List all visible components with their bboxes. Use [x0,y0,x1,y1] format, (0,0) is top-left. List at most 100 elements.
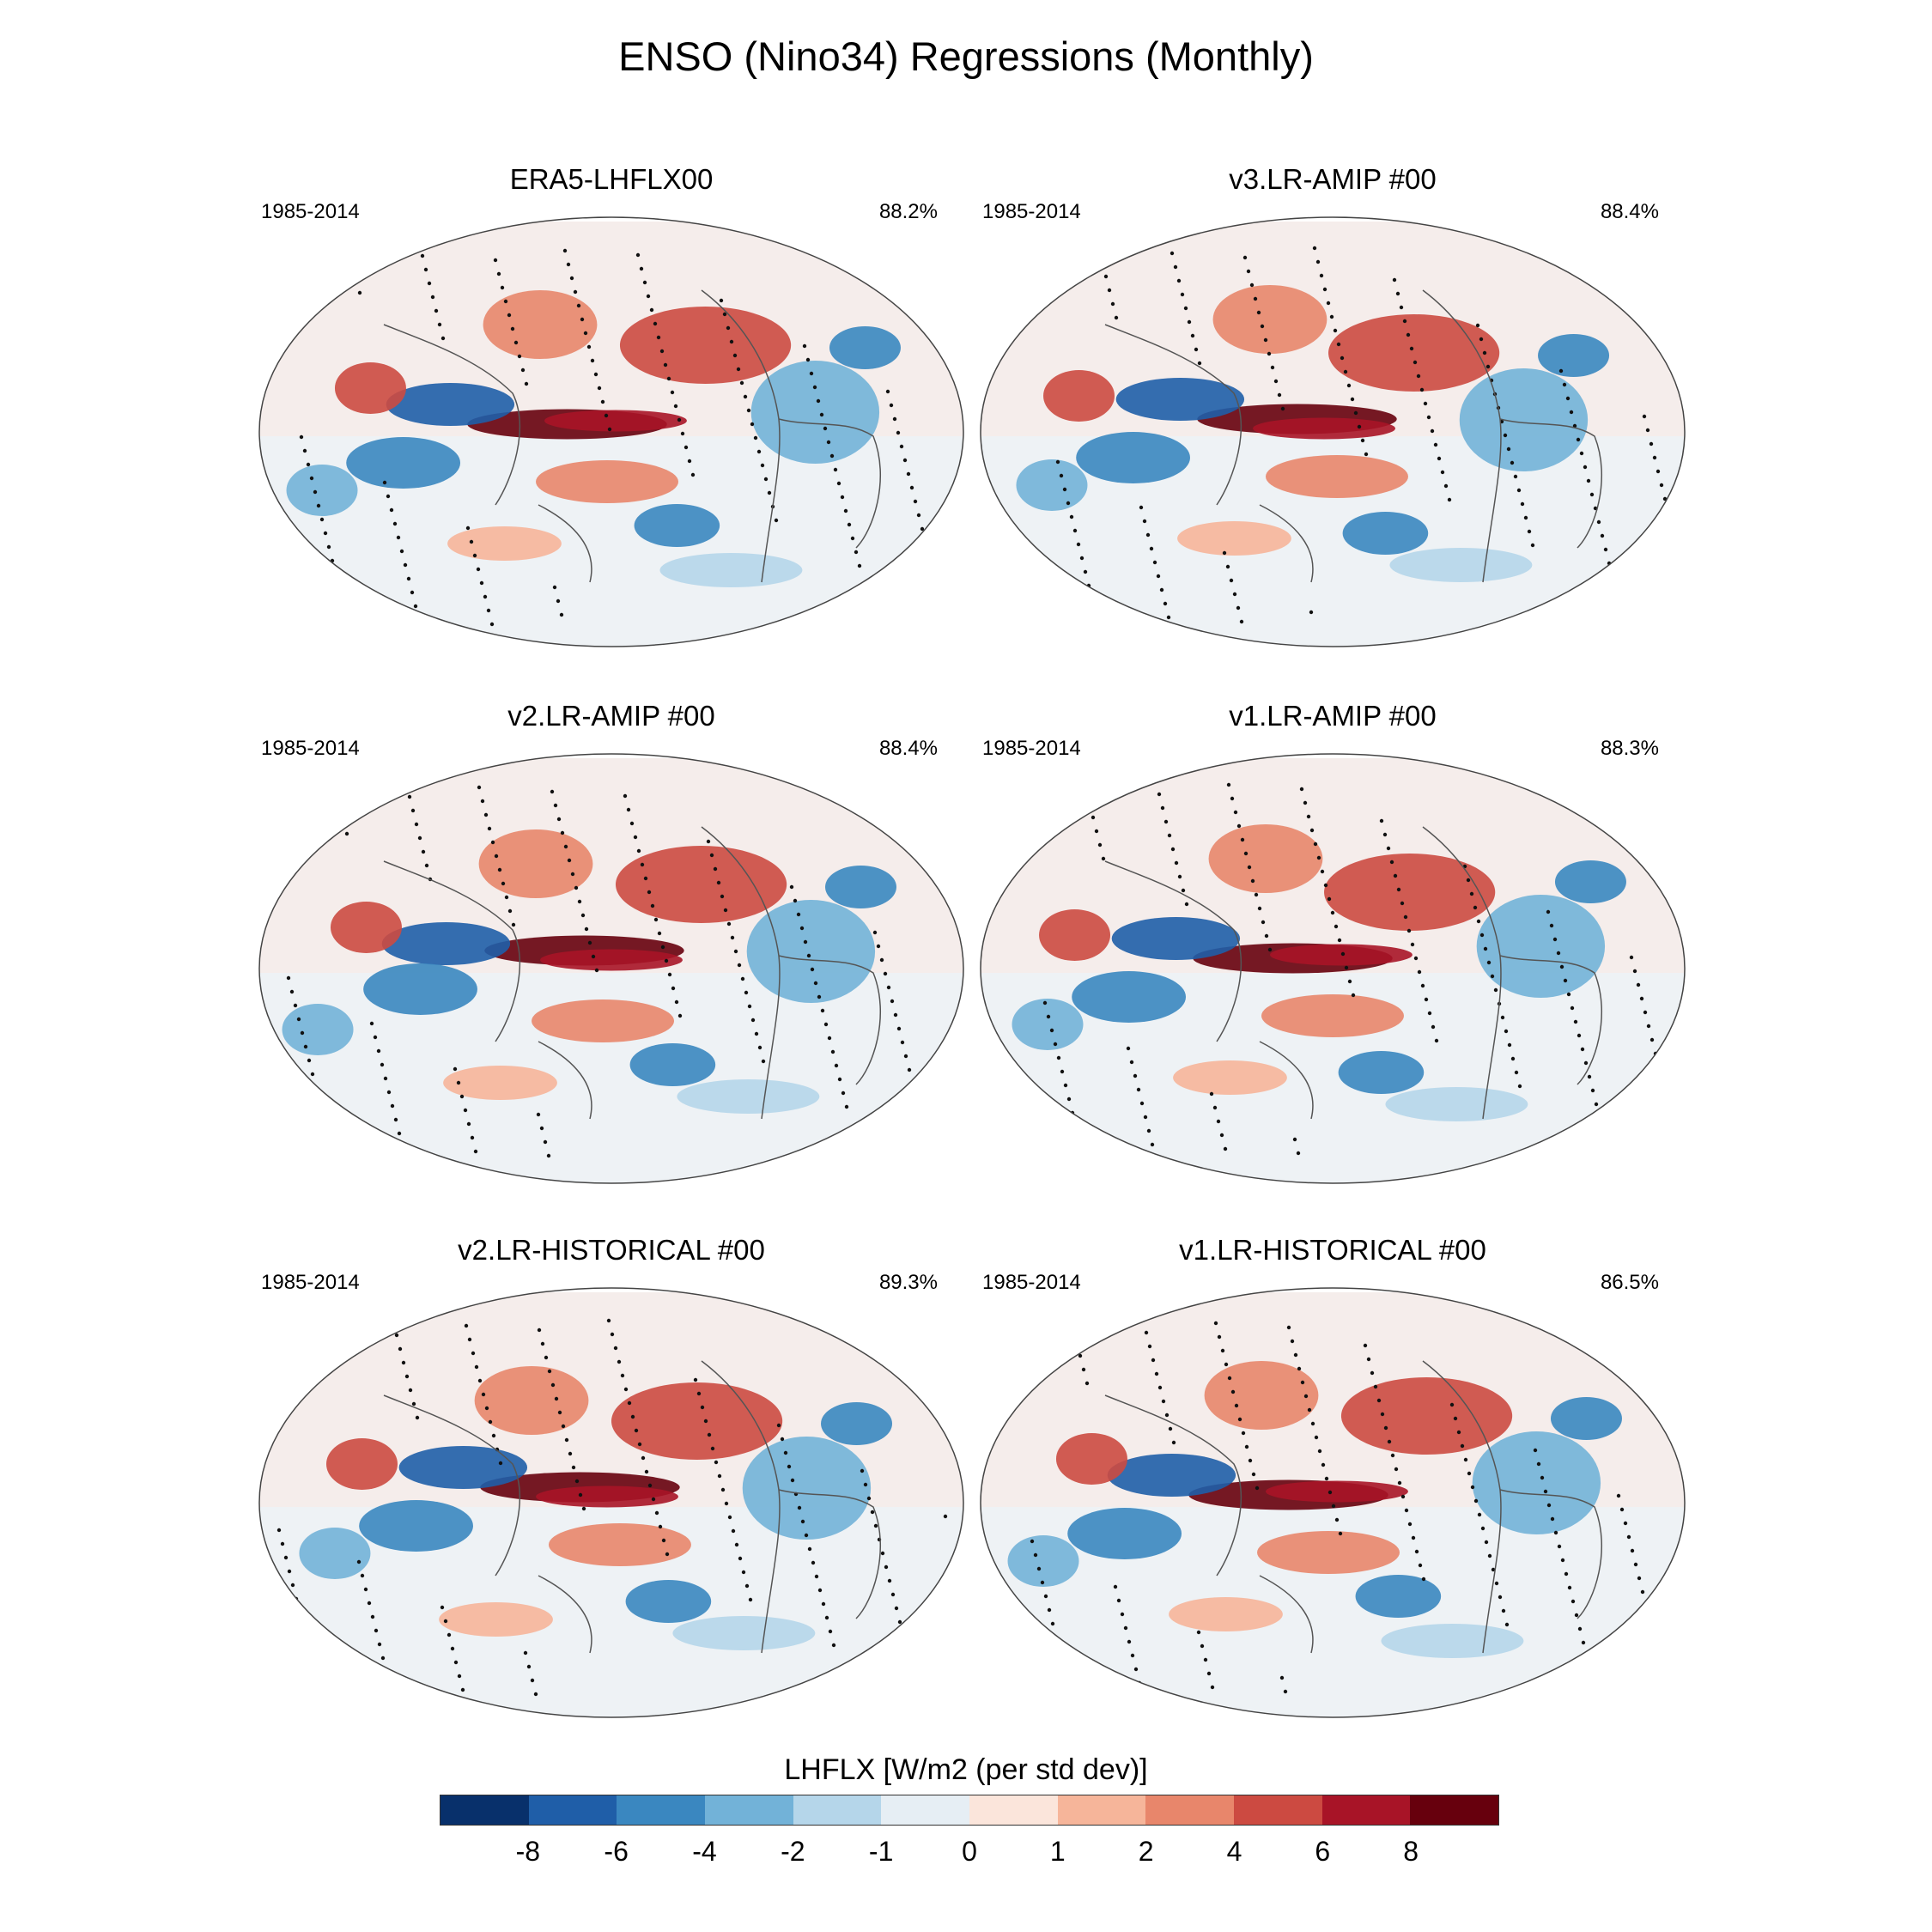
anomaly-region [1328,314,1500,392]
map-panel-v2-amip: v2.LR-AMIP #00 1985-2014 88.4% [255,700,968,1184]
anomaly-region [746,900,876,1003]
anomaly-region [1012,999,1084,1050]
anomaly-region [326,1438,398,1490]
colorbar-tick-label: -4 [692,1836,717,1867]
anomaly-region [1342,512,1429,555]
anomaly-region [474,1366,589,1435]
colorbar-box [969,1795,1058,1825]
map-panel-v3-amip: v3.LR-AMIP #00 1985-2014 88.4% [976,163,1689,647]
anomaly-region [1381,1624,1524,1658]
anomaly-region [1265,455,1408,498]
anomaly-region [299,1528,371,1579]
anomaly-region [381,922,511,965]
map-panel-era5: ERA5-LHFLX00 1985-2014 88.2% [255,163,968,647]
anomaly-region [443,1066,557,1100]
anomaly-region [1265,1480,1408,1503]
anomaly-region [1538,334,1610,377]
panel-percent: 88.4% [878,737,938,760]
anomaly-region [1173,1060,1287,1095]
anomaly-region [363,963,477,1015]
anomaly-region [1338,1051,1425,1094]
panel-title: v3.LR-AMIP #00 [1229,163,1437,195]
anomaly-region [1115,378,1245,421]
anomaly-region [346,437,461,489]
colorbar-tick-label: 8 [1403,1836,1419,1867]
anomaly-region [615,846,787,923]
colorbar-tick-label: -6 [604,1836,629,1867]
anomaly-region [1208,824,1323,893]
panel-percent: 88.3% [1600,737,1659,760]
panel-title: v2.LR-AMIP #00 [507,700,715,732]
map-panel-v2-historical: v2.LR-HISTORICAL #00 1985-2014 89.3% [255,1234,968,1718]
anomaly-region [1355,1575,1442,1618]
anomaly-region [742,1437,872,1540]
anomaly-region [1067,1508,1182,1559]
world-map [980,1287,1686,1718]
anomaly-region [1169,1597,1283,1631]
anomaly-region [286,465,358,516]
colorbar-box [528,1795,617,1825]
anomaly-region [1257,1531,1400,1574]
anomaly-region [611,1382,783,1460]
colorbar-box [793,1795,882,1825]
anomaly-region [544,410,687,432]
anomaly-region [483,290,598,359]
world-map [258,216,964,647]
anomaly-region [672,1616,816,1650]
colorbar-tick-label: -8 [515,1836,541,1867]
anomaly-region [1016,459,1088,511]
panel-percent: 88.2% [878,200,938,223]
world-map [258,753,964,1184]
anomaly-region [829,326,901,369]
anomaly-region [282,1004,354,1055]
colorbar-tick-label: 6 [1315,1836,1331,1867]
anomaly-region [1212,285,1327,354]
panel-period: 1985-2014 [982,200,1081,223]
colorbar [440,1795,1499,1826]
anomaly-region [1389,548,1533,582]
anomaly-region [1111,917,1241,960]
anomaly-region [398,1446,528,1489]
anomaly-region [1055,1433,1127,1485]
anomaly-region [619,307,792,384]
panel-period: 1985-2014 [261,200,360,223]
anomaly-region [1385,1087,1528,1121]
anomaly-region [548,1523,691,1566]
anomaly-region [1550,1397,1622,1440]
colorbar-box [1057,1795,1146,1825]
anomaly-region [1107,1454,1236,1497]
colorbar-box [1145,1795,1235,1825]
anomaly-region [1253,417,1396,440]
anomaly-region [634,504,720,547]
anomaly-region [1459,368,1589,471]
colorbar-tick-label: -1 [868,1836,894,1867]
anomaly-region [677,1079,820,1114]
world-map [980,753,1686,1184]
anomaly-region [540,949,683,971]
panel-period: 1985-2014 [261,1271,360,1294]
colorbar-box [1410,1795,1499,1825]
map-panel-v1-amip: v1.LR-AMIP #00 1985-2014 88.3% [976,700,1689,1184]
anomaly-region [629,1043,716,1086]
anomaly-region [447,526,562,561]
anomaly-region [659,553,803,587]
colorbar-tick-label: 2 [1138,1836,1154,1867]
panel-title: v2.LR-HISTORICAL #00 [458,1234,765,1266]
colorbar-box [705,1795,793,1825]
anomaly-region [1204,1361,1319,1430]
colorbar-box [617,1795,706,1825]
colorbar-box [1234,1795,1322,1825]
anomaly-region [532,999,675,1042]
colorbar-box [881,1795,970,1825]
anomaly-region [1076,432,1190,483]
anomaly-region [359,1500,473,1552]
anomaly-region [1472,1431,1601,1534]
panel-title: v1.LR-AMIP #00 [1229,700,1437,732]
colorbar-labels: -8 -6 -4 -2 -1 0 1 2 4 6 8 [440,1829,1499,1872]
anomaly-region [386,383,515,426]
anomaly-region [1269,944,1413,966]
anomaly-region [1177,521,1291,556]
panel-percent: 89.3% [878,1271,938,1294]
panel-percent: 86.5% [1600,1271,1659,1294]
colorbar-title: LHFLX [W/m2 (per std dev)] [784,1753,1148,1786]
